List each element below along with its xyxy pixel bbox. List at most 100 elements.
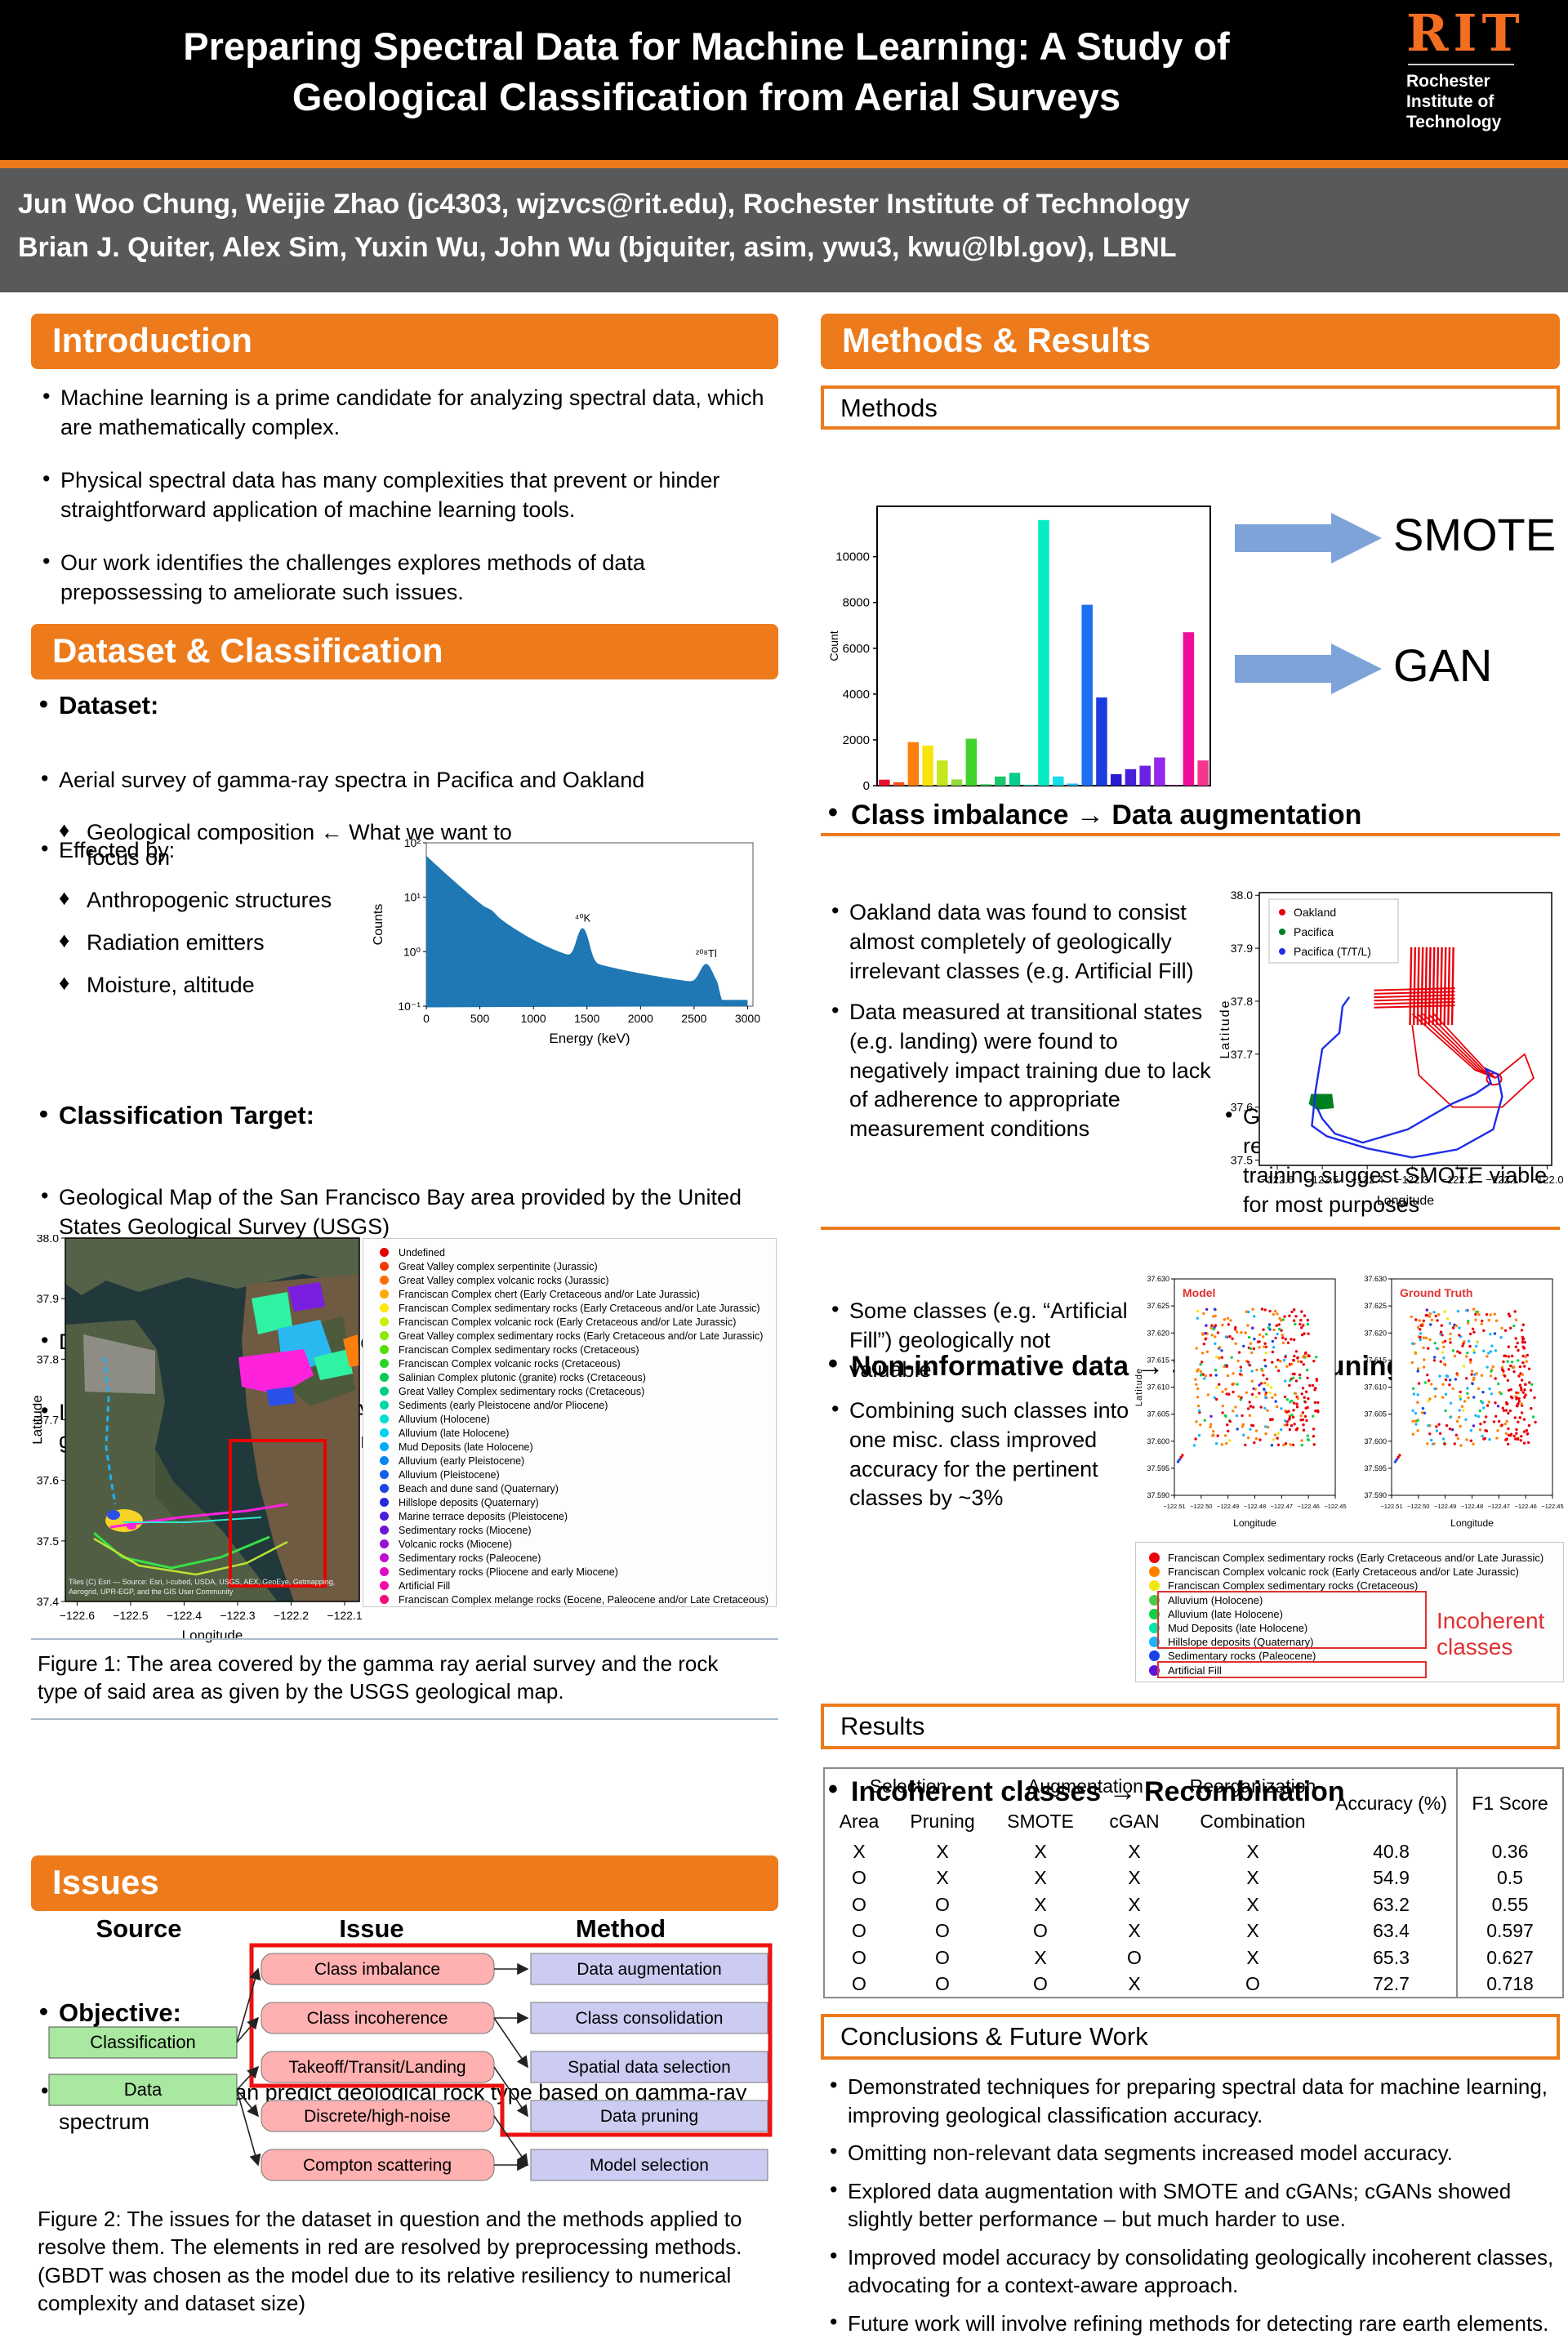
x-axis-title: Longitude <box>182 1628 243 1643</box>
table-cell: O <box>1033 1972 1048 1994</box>
table-cell: 65.3 <box>1373 1946 1410 1968</box>
data-point <box>1475 1372 1478 1375</box>
caption-rule-top <box>31 1638 778 1640</box>
table-cell: O <box>1033 1920 1048 1942</box>
data-point <box>1237 1351 1241 1354</box>
data-point <box>1293 1354 1296 1358</box>
data-point <box>1439 1330 1443 1334</box>
data-point <box>1283 1423 1286 1427</box>
data-point <box>1440 1324 1443 1327</box>
introduction-bullet: Physical spectral data has many complexi… <box>39 465 766 525</box>
figure-shape <box>1439 947 1443 1026</box>
data-point <box>1519 1386 1523 1389</box>
data-point <box>1471 1382 1474 1386</box>
axis-label: 4000 <box>843 688 870 702</box>
diagram-column-header: Issue <box>339 1914 403 1943</box>
bar <box>922 745 933 786</box>
data-point <box>1263 1406 1267 1410</box>
legend-item: Great Valley complex sedimentary rocks (… <box>373 1329 776 1343</box>
data-point <box>1279 1360 1282 1363</box>
data-point <box>1427 1347 1430 1350</box>
data-point <box>1467 1339 1471 1343</box>
data-point <box>1307 1396 1310 1401</box>
data-point <box>1268 1418 1272 1422</box>
legend-swatch <box>380 1442 389 1451</box>
data-point <box>1513 1310 1517 1313</box>
legend-swatch <box>380 1276 389 1285</box>
data-point <box>1291 1443 1295 1446</box>
data-point <box>1302 1356 1305 1359</box>
data-point <box>1263 1358 1267 1362</box>
axis-label: 10000 <box>835 550 870 564</box>
data-point <box>1225 1441 1228 1446</box>
axis-label: 37.595 <box>1364 1464 1387 1472</box>
legend-swatch <box>1149 1594 1160 1606</box>
data-point <box>1416 1367 1420 1370</box>
title-line-2: Geological Classification from Aerial Su… <box>292 75 1121 119</box>
data-point <box>1520 1329 1524 1332</box>
data-point <box>1459 1397 1463 1401</box>
axis-label: 37.615 <box>1364 1356 1387 1364</box>
data-point <box>1215 1386 1218 1389</box>
data-point <box>1235 1414 1239 1418</box>
axis-label: 37.625 <box>1364 1302 1387 1310</box>
table-cell: X <box>1128 1893 1141 1915</box>
data-point <box>1515 1428 1518 1432</box>
data-point <box>1234 1405 1237 1409</box>
data-point <box>1250 1379 1254 1383</box>
map-attribution: Tiles (C) Esri — Source: Esri, i-cubed, … <box>69 1578 335 1586</box>
axis-label: −122.49 <box>1217 1503 1239 1510</box>
data-point <box>1276 1432 1280 1435</box>
data-point <box>1507 1427 1510 1431</box>
data-point <box>1286 1341 1290 1344</box>
axis-label: 37.595 <box>1147 1464 1169 1472</box>
data-point <box>1515 1396 1518 1400</box>
data-point <box>1312 1435 1316 1438</box>
introduction-bullets: Machine learning is a prime candidate fo… <box>39 382 766 630</box>
data-point <box>1517 1400 1521 1403</box>
figure-shape <box>238 1349 314 1395</box>
data-point <box>1528 1381 1531 1384</box>
data-point <box>1290 1310 1294 1314</box>
data-point <box>1488 1437 1491 1441</box>
rit-logo: RIT Rochester Institute of Technology <box>1406 8 1545 132</box>
data-point <box>1449 1401 1453 1405</box>
figure-shape <box>1424 947 1428 1026</box>
data-point <box>1517 1348 1520 1352</box>
data-point <box>1224 1414 1227 1418</box>
data-point <box>1251 1307 1254 1311</box>
plot-title: Ground Truth <box>1400 1286 1472 1299</box>
data-point <box>1192 1444 1196 1447</box>
diagram-arrow <box>236 2065 260 2091</box>
data-point <box>1463 1400 1467 1403</box>
table-metric-header: Accuracy (%) <box>1335 1793 1447 1814</box>
data-point <box>1199 1370 1203 1374</box>
data-point <box>1449 1415 1452 1419</box>
data-point <box>1441 1351 1445 1354</box>
data-point <box>1292 1319 1296 1322</box>
figure-shape <box>1436 947 1440 1026</box>
data-point <box>1291 1415 1295 1419</box>
data-point <box>1205 1350 1209 1353</box>
data-point <box>1199 1423 1202 1427</box>
data-point <box>1248 1401 1251 1404</box>
data-point <box>1475 1344 1478 1348</box>
data-point <box>1517 1359 1520 1362</box>
data-point <box>1248 1414 1252 1417</box>
bar <box>1183 632 1195 786</box>
data-point <box>1285 1398 1289 1401</box>
data-point <box>1275 1324 1278 1327</box>
axis-label: −122.45 <box>1541 1503 1563 1510</box>
figure-shape <box>83 1334 155 1394</box>
data-point <box>1487 1401 1490 1404</box>
results-subheader: Results <box>821 1704 1560 1749</box>
figure-shape <box>1409 947 1413 1026</box>
data-point <box>1449 1332 1452 1335</box>
data-point <box>1251 1326 1254 1330</box>
data-point <box>1268 1309 1272 1313</box>
legend-item: Franciscan Complex volcanic rock (Early … <box>1144 1565 1563 1579</box>
data-point <box>1294 1392 1298 1395</box>
data-point <box>1316 1401 1320 1405</box>
table-cell: X <box>1128 1840 1141 1862</box>
data-point <box>1232 1382 1236 1386</box>
